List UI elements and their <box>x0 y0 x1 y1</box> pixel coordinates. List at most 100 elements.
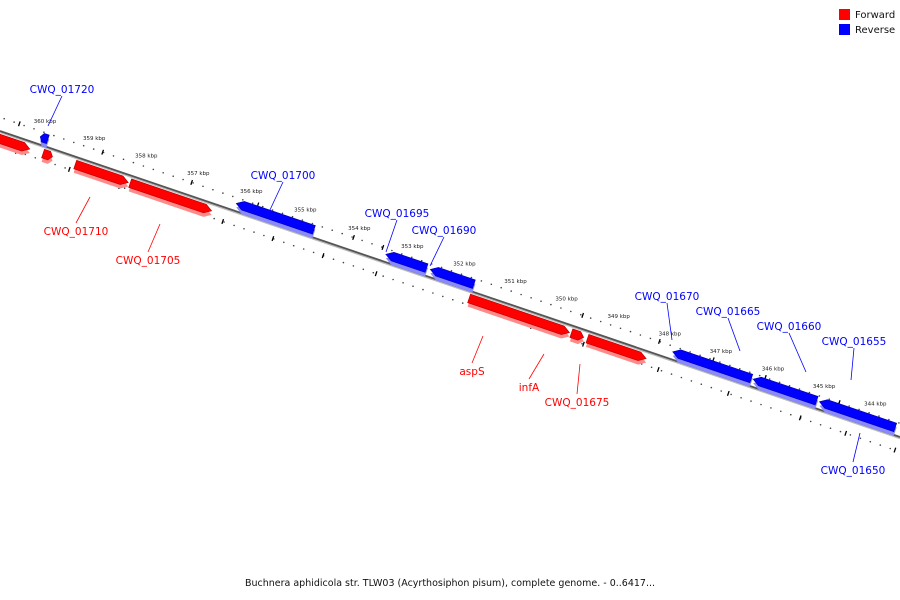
gene-label[interactable]: infA <box>519 382 540 394</box>
gene-feature-forward[interactable] <box>467 293 570 339</box>
gene-label[interactable]: CWQ_01700 <box>251 170 316 182</box>
lower-scale-minor-tick <box>442 295 444 298</box>
upper-scale-minor-tick <box>351 236 353 238</box>
gene-feature-forward[interactable] <box>41 148 53 164</box>
upper-scale-minor-tick <box>858 408 860 411</box>
tick-label: 351 kbp <box>504 279 527 285</box>
upper-scale-minor-tick <box>450 270 453 272</box>
lower-scale-minor-tick <box>412 285 414 288</box>
upper-scale-minor-tick <box>679 347 681 350</box>
gene-feature-forward[interactable] <box>73 159 129 189</box>
upper-scale-minor-tick <box>739 368 741 370</box>
gene-feature-reverse[interactable] <box>429 267 476 293</box>
gene-feature-reverse[interactable] <box>818 399 898 436</box>
gene-feature-forward[interactable] <box>128 178 213 217</box>
upper-scale-major-tick <box>381 244 385 251</box>
lower-scale-minor-tick <box>342 261 345 264</box>
gene-label-leader <box>788 332 807 373</box>
lower-scale-minor-tick <box>332 258 335 261</box>
lower-scale-minor-tick <box>452 298 454 301</box>
tick-label: 349 kbp <box>607 314 630 320</box>
lower-scale-minor-tick <box>849 434 852 436</box>
gene-label-leader <box>852 432 861 463</box>
reverse-swatch <box>839 24 850 35</box>
gene-label[interactable]: CWQ_01650 <box>821 465 886 477</box>
gene-feature-reverse[interactable] <box>385 251 429 277</box>
gene-label[interactable]: aspS <box>459 366 485 378</box>
genome-caption: Buchnera aphidicola str. TLW03 (Acyrthos… <box>244 578 656 589</box>
upper-scale-minor-tick <box>669 344 671 347</box>
lower-scale-minor-tick <box>829 427 832 430</box>
gene-label[interactable]: CWQ_01660 <box>757 321 822 333</box>
upper-scale-minor-tick <box>798 388 801 390</box>
gene-label-leader <box>666 302 673 341</box>
upper-scale-minor-tick <box>619 327 622 330</box>
lower-scale-major-tick <box>271 235 275 242</box>
gene-label[interactable]: CWQ_01690 <box>412 225 477 237</box>
lower-scale-minor-tick <box>312 251 315 254</box>
gene-label-leader <box>429 236 445 267</box>
upper-scale-minor-tick <box>470 276 473 279</box>
gene-label[interactable]: CWQ_01720 <box>30 84 95 96</box>
forward-swatch <box>839 9 850 20</box>
lower-scale-minor-tick <box>680 376 683 379</box>
tick-label: 347 kbp <box>710 349 733 355</box>
upper-scale-minor-tick <box>192 182 194 184</box>
upper-scale-minor-tick <box>729 364 731 367</box>
gene-label[interactable]: CWQ_01710 <box>44 226 109 238</box>
upper-scale-minor-tick <box>570 310 572 313</box>
gene-label-layer: CWQ_01720 CWQ_01710 CWQ_01705 CWQ_01700 CWQ_… <box>30 84 887 477</box>
lower-scale-major-tick <box>844 430 848 436</box>
lower-scale-minor-tick <box>54 163 56 166</box>
upper-scale-minor-tick <box>162 172 164 174</box>
upper-scale-minor-tick <box>500 286 503 289</box>
upper-scale-minor-tick <box>768 378 771 380</box>
tick-label: 350 kbp <box>555 296 578 302</box>
gene-feature-forward[interactable] <box>569 328 585 345</box>
gene-feature-reverse[interactable] <box>235 201 316 239</box>
gene-feature-forward[interactable] <box>585 334 647 365</box>
gene-label[interactable]: CWQ_01665 <box>696 306 761 318</box>
lower-scale-major-tick <box>221 218 225 225</box>
gene-label[interactable]: CWQ_01705 <box>116 255 181 267</box>
upper-scale-minor-tick <box>232 195 234 198</box>
upper-scale-minor-tick <box>689 351 691 353</box>
upper-scale-minor-tick <box>758 374 761 377</box>
upper-scale-minor-tick <box>261 205 264 208</box>
upper-scale-minor-tick <box>301 219 304 221</box>
upper-scale-major-tick <box>17 121 21 127</box>
gene-feature-reverse[interactable] <box>39 133 50 148</box>
upper-scale-minor-tick <box>122 158 125 161</box>
upper-scale-minor-tick <box>530 297 532 299</box>
lower-scale-minor-tick <box>382 275 385 277</box>
lower-scale-major-tick <box>374 271 378 277</box>
lower-scale-minor-tick <box>869 440 872 443</box>
gene-label[interactable]: CWQ_01695 <box>365 208 430 220</box>
lower-scale-minor-tick <box>283 241 285 244</box>
tick-label: 346 kbp <box>762 367 785 373</box>
upper-scale-minor-tick <box>142 165 145 167</box>
lower-scale-minor-tick <box>700 383 703 386</box>
upper-scale-minor-tick <box>341 232 344 235</box>
gene-feature-forward[interactable] <box>0 132 31 156</box>
lower-scale-major-tick <box>656 367 660 373</box>
upper-scale-minor-tick <box>878 415 880 417</box>
upper-scale-minor-tick <box>182 178 184 181</box>
upper-scale-major-tick <box>101 149 105 155</box>
gene-feature-reverse[interactable] <box>752 376 819 409</box>
gene-label-leader <box>147 223 161 253</box>
gene-feature-reverse[interactable] <box>672 349 754 387</box>
tick-label: 344 kbp <box>864 401 887 407</box>
gene-label[interactable]: CWQ_01670 <box>635 291 700 303</box>
legend-item-reverse: Reverse <box>839 24 895 39</box>
lower-scale-major-tick <box>893 447 897 453</box>
upper-scale-minor-tick <box>271 209 274 211</box>
upper-scale-minor-tick <box>242 199 244 201</box>
upper-scale-minor-tick <box>172 175 174 177</box>
gene-label[interactable]: CWQ_01655 <box>822 336 887 348</box>
gene-label[interactable]: CWQ_01675 <box>545 397 610 409</box>
upper-scale-minor-tick <box>808 391 811 394</box>
upper-scale-minor-tick <box>13 121 15 123</box>
tick-label: 354 kbp <box>348 226 371 232</box>
upper-scale-major-tick <box>190 179 194 186</box>
